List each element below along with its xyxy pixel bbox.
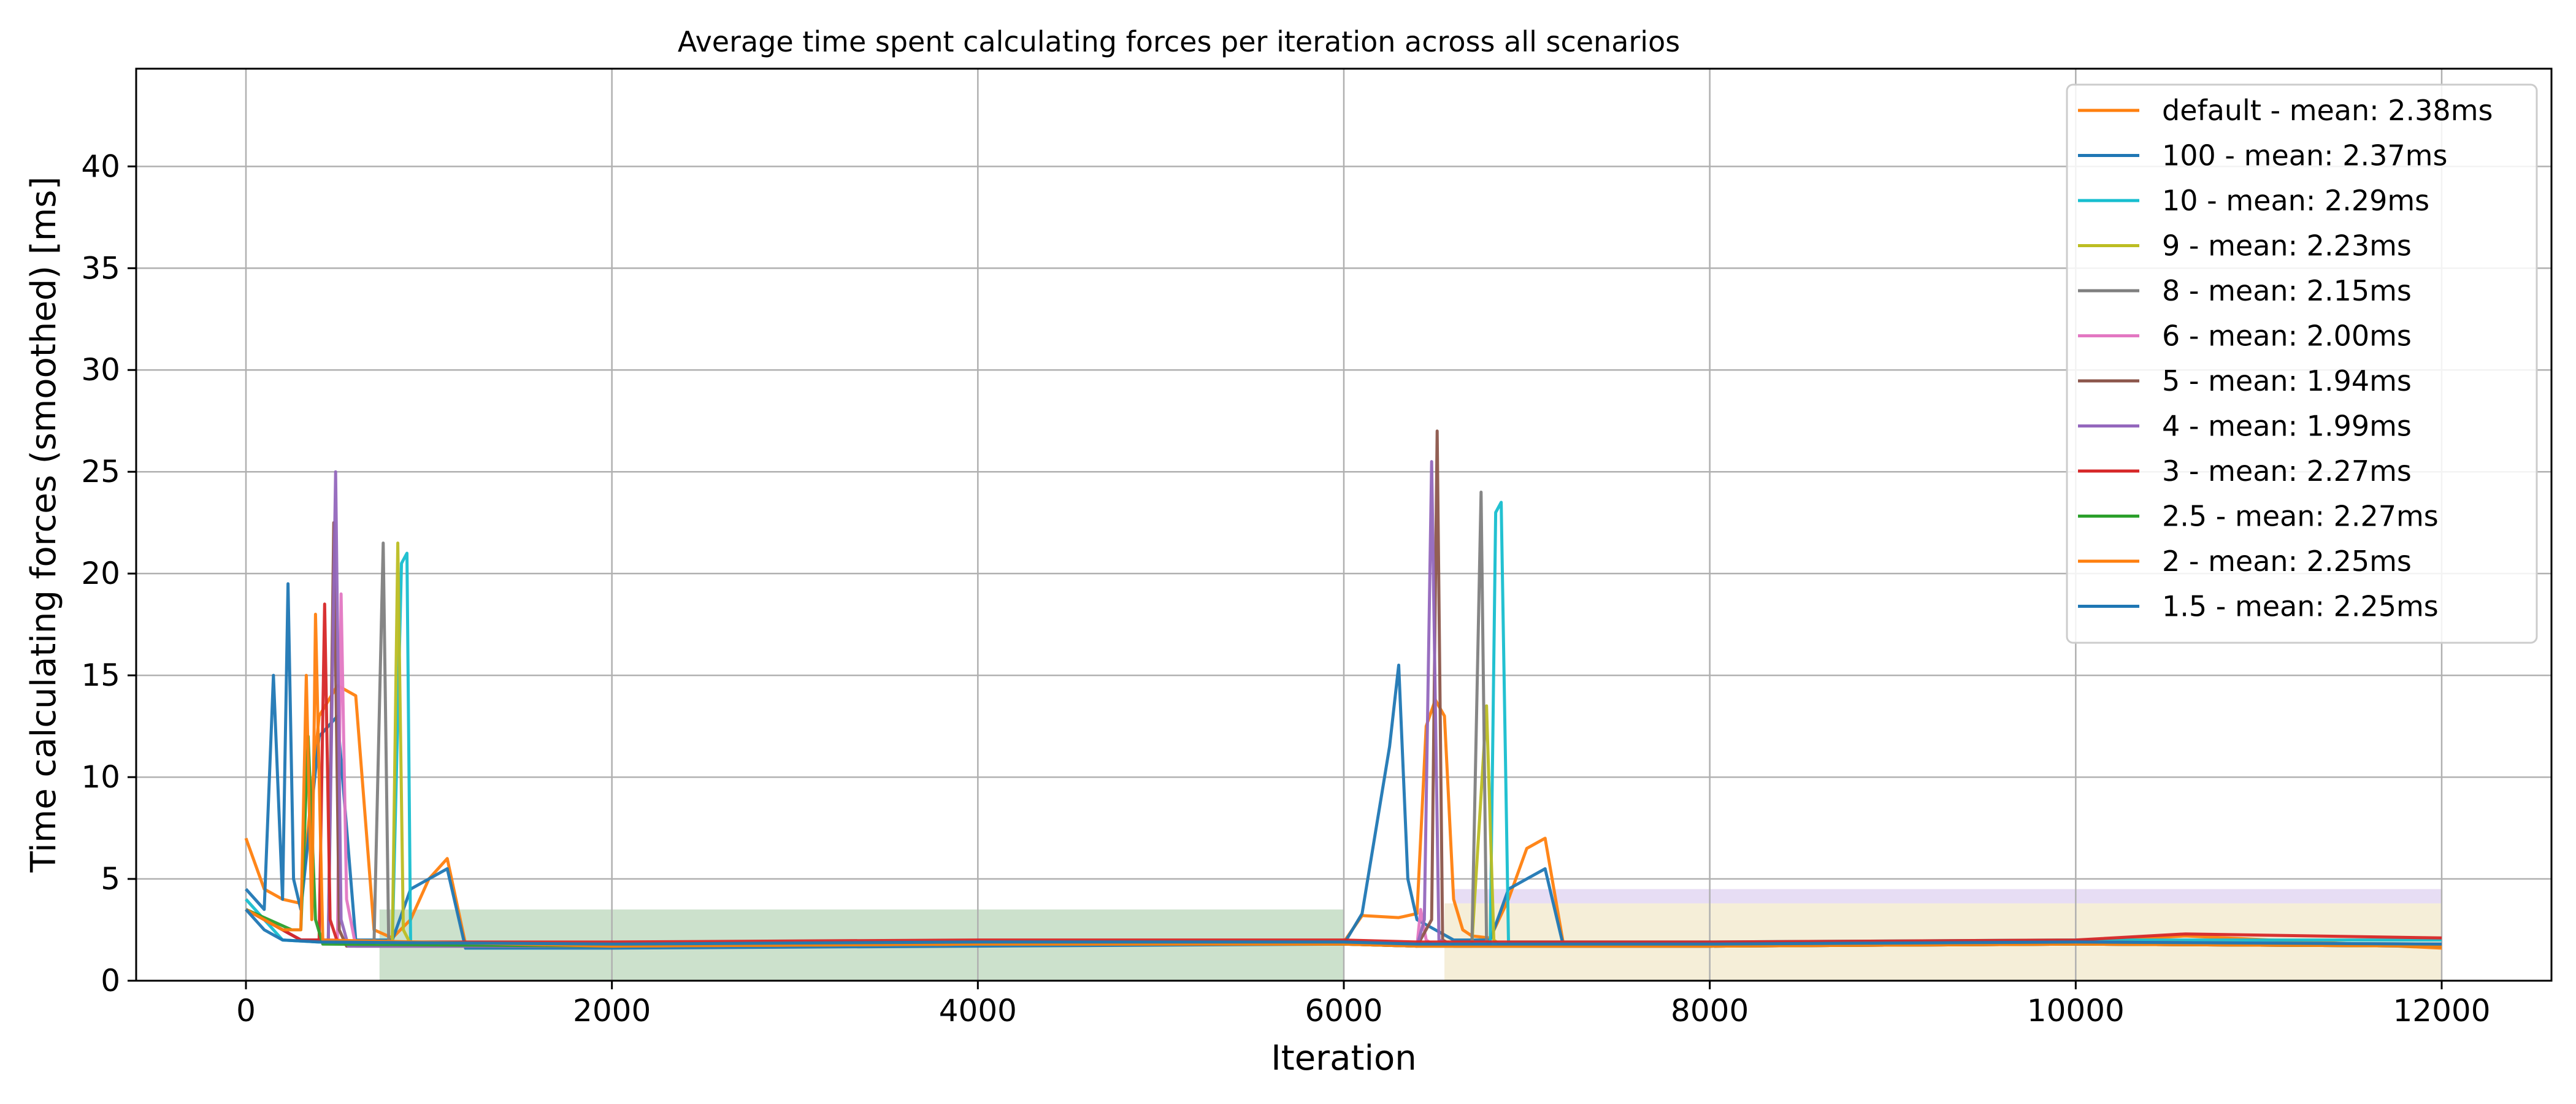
- legend-entry-4: 8 - mean: 2.15ms: [2162, 274, 2412, 307]
- x-axis-ticks: 0 2000 4000 6000 8000 10000 12000: [236, 981, 2491, 1029]
- y-tick-label-0: 0: [101, 963, 120, 999]
- series-line-11: [245, 908, 2442, 946]
- x-tick-label-0: 0: [236, 993, 256, 1029]
- y-tick-label-6: 30: [81, 352, 120, 388]
- y-axis-ticks: 0 5 10 15 20 25 30 35 40: [81, 148, 136, 999]
- y-tick-label-8: 40: [81, 148, 120, 184]
- legend-entry-8: 3 - mean: 2.27ms: [2162, 454, 2412, 488]
- legend-entry-10: 2 - mean: 2.25ms: [2162, 545, 2412, 578]
- legend-box: [2066, 83, 2538, 644]
- x-tick-label-4: 8000: [1671, 993, 1749, 1029]
- legend-entry-2: 10 - mean: 2.29ms: [2162, 184, 2429, 217]
- chart-title: Average time spent calculating forces pe…: [678, 25, 1680, 58]
- legend-entry-6: 5 - mean: 1.94ms: [2162, 364, 2412, 397]
- y-axis-label: Time calculating forces (smoothed) [ms]: [24, 177, 64, 873]
- x-tick-label-1: 2000: [573, 993, 651, 1029]
- legend-entry-9: 2.5 - mean: 2.27ms: [2162, 500, 2439, 533]
- x-tick-label-2: 4000: [939, 993, 1017, 1029]
- y-tick-label-4: 20: [81, 556, 120, 591]
- y-tick-label-1: 5: [101, 861, 120, 897]
- x-tick-label-5: 10000: [2027, 993, 2125, 1029]
- legend-entry-0: default - mean: 2.38ms: [2162, 94, 2493, 127]
- legend-entry-11: 1.5 - mean: 2.25ms: [2162, 590, 2439, 623]
- band-2: [1454, 889, 2442, 903]
- legend-entry-5: 6 - mean: 2.00ms: [2162, 320, 2412, 353]
- y-tick-label-2: 10: [81, 759, 120, 795]
- y-tick-label-5: 25: [81, 454, 120, 489]
- legend-entry-1: 100 - mean: 2.37ms: [2162, 139, 2447, 172]
- series-lines: [244, 429, 2442, 950]
- series-line-0: [244, 684, 2442, 950]
- y-tick-label-7: 35: [81, 250, 120, 286]
- legend-entry-3: 9 - mean: 2.23ms: [2162, 229, 2412, 263]
- x-tick-label-6: 12000: [2393, 993, 2490, 1029]
- legend-entry-7: 4 - mean: 1.99ms: [2162, 410, 2412, 443]
- x-axis-label: Iteration: [1271, 1038, 1417, 1078]
- y-tick-label-3: 15: [81, 657, 120, 693]
- series-line-1: [245, 582, 2442, 950]
- legend: default - mean: 2.38ms 100 - mean: 2.37ms…: [2066, 83, 2538, 644]
- x-tick-label-3: 6000: [1305, 993, 1382, 1029]
